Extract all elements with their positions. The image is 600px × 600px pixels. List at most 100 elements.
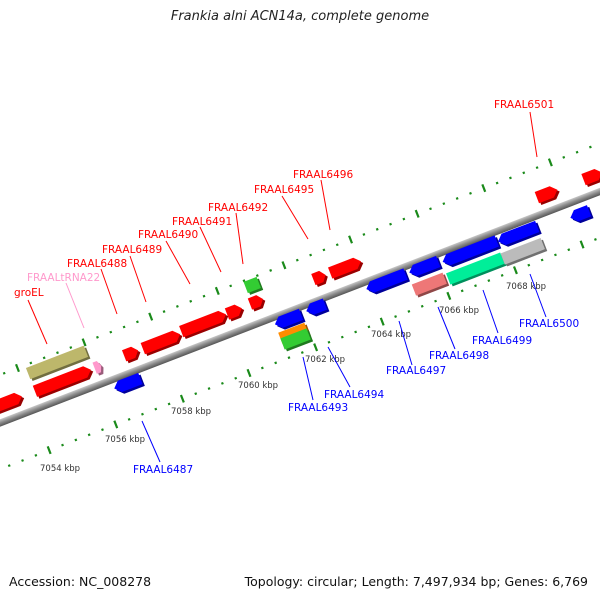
minor-tick: [420, 304, 424, 308]
gene-body: [25, 345, 89, 380]
minor-tick: [194, 392, 198, 396]
kbp-label: 7060 kbp: [238, 381, 278, 391]
gene-body: [446, 252, 505, 285]
gene-label[interactable]: FRAAL6494: [324, 389, 384, 401]
minor-tick: [287, 356, 291, 360]
accession-text: Accession: NC_008278: [9, 574, 152, 589]
gene-body: [274, 308, 304, 328]
forward-gene: [224, 304, 245, 322]
leader-line: [281, 195, 309, 240]
minor-tick: [87, 433, 91, 437]
forward-gene: [121, 346, 141, 364]
gene-body: [306, 298, 328, 315]
minor-tick: [527, 263, 531, 267]
minor-tick: [460, 289, 464, 293]
minor-tick: [327, 340, 331, 344]
minor-tick: [162, 310, 166, 313]
major-tick: [246, 368, 252, 378]
gene-body: [32, 366, 91, 397]
gene-label[interactable]: FRAAL6488: [67, 258, 127, 270]
genome-backbone: [0, 160, 600, 448]
leader-line: [141, 420, 161, 463]
gene-label[interactable]: FRAAL6497: [386, 365, 446, 377]
minor-tick: [340, 335, 344, 339]
reverse-gene: [570, 205, 594, 224]
minor-tick: [69, 346, 73, 349]
reverse-gene: [442, 235, 502, 268]
minor-tick: [96, 335, 99, 339]
leader-line: [529, 273, 547, 318]
major-tick: [46, 445, 52, 455]
forward-gene: [311, 270, 328, 287]
forward-gene: [92, 361, 104, 376]
gene-label[interactable]: FRAAL6493: [288, 402, 348, 414]
minor-tick: [127, 417, 131, 421]
gene-label[interactable]: FRAAL6491: [172, 216, 232, 228]
kbp-label: 7058 kbp: [171, 407, 211, 417]
reverse-gene: [500, 237, 548, 267]
kbp-label: 7056 kbp: [105, 435, 145, 445]
major-tick: [446, 291, 452, 301]
gene-body: [179, 310, 227, 338]
minor-tick: [474, 284, 477, 288]
minor-tick: [21, 459, 24, 462]
minor-tick: [407, 309, 411, 313]
minor-tick: [367, 325, 371, 329]
major-tick: [281, 261, 287, 270]
gene-label[interactable]: FRAAL6501: [494, 99, 554, 111]
minor-tick: [322, 248, 326, 252]
minor-tick: [189, 299, 193, 303]
gene-label[interactable]: FRAAL6499: [472, 335, 532, 347]
leader-line: [320, 179, 331, 231]
gene-body: [570, 205, 592, 222]
gene-label[interactable]: FRAAL6496: [293, 169, 353, 181]
major-tick: [15, 363, 20, 373]
minor-tick: [135, 320, 139, 324]
gene-label[interactable]: FRAAL6487: [133, 464, 193, 476]
gene-body: [328, 257, 361, 279]
minor-tick: [2, 371, 6, 375]
minor-tick: [300, 351, 304, 354]
minor-tick: [207, 387, 211, 390]
reverse-gene: [411, 272, 450, 298]
major-tick: [113, 420, 119, 429]
gene-label[interactable]: FRAALtRNA22: [27, 272, 100, 284]
minor-tick: [469, 191, 472, 195]
reverse-gene: [114, 372, 145, 394]
gene-label[interactable]: groEL: [14, 287, 44, 299]
leader-line: [129, 255, 147, 303]
gene-body: [243, 276, 261, 294]
leader-line: [27, 299, 48, 345]
forward-gene: [534, 186, 560, 206]
minor-tick: [34, 453, 38, 457]
minor-tick: [487, 279, 491, 282]
gene-label[interactable]: FRAAL6489: [102, 244, 162, 256]
major-tick: [214, 286, 220, 296]
major-tick: [379, 317, 385, 326]
minor-tick: [122, 325, 126, 329]
gene-label[interactable]: FRAAL6492: [208, 202, 268, 214]
minor-tick: [269, 269, 273, 272]
reverse-gene: [306, 298, 330, 317]
gene-label[interactable]: FRAAL6500: [519, 318, 579, 330]
map-title: Frankia alni ACN14a, complete genome: [170, 9, 430, 24]
gene-body: [500, 237, 545, 265]
gene-body: [224, 304, 242, 320]
minor-tick: [588, 145, 592, 149]
forward-gene: [140, 330, 183, 356]
forward-gene: [0, 392, 25, 420]
minor-tick: [202, 294, 206, 298]
reverse-gene: [366, 268, 411, 295]
minor-tick: [56, 351, 59, 355]
minor-tick: [567, 248, 571, 252]
gene-label[interactable]: FRAAL6490: [138, 229, 198, 241]
minor-tick: [362, 233, 366, 236]
gene-body: [140, 330, 181, 355]
gene-label[interactable]: FRAAL6498: [429, 350, 489, 362]
gene-body: [114, 372, 143, 392]
gene-label[interactable]: FRAAL6495: [254, 184, 314, 196]
major-tick: [512, 266, 518, 275]
kbp-label: 7066 kbp: [439, 306, 479, 316]
gene-body: [409, 255, 441, 277]
